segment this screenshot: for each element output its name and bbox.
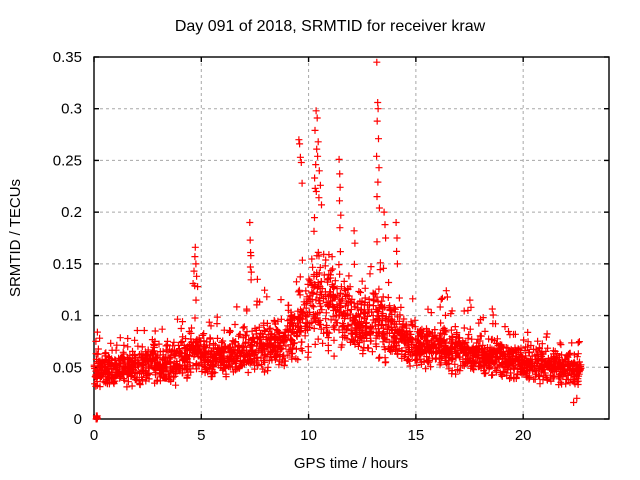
tick-labels: 0 5 10 15 20 0 0.05 0.1 0.15 0.2 0.25 0.3 0.35: [53, 49, 532, 444]
x-tick-label: 0: [90, 427, 98, 444]
srmtid-points-path: [90, 58, 585, 423]
y-tick-label: 0.1: [61, 308, 82, 325]
x-tick-label: 10: [300, 427, 317, 444]
y-tick-label: 0.3: [61, 101, 82, 118]
x-tick-label: 5: [197, 427, 205, 444]
y-tick-label: 0.05: [53, 359, 82, 376]
chart-title: Day 091 of 2018, SRMTID for receiver kra…: [175, 18, 486, 35]
y-tick-label: 0: [74, 411, 82, 428]
y-tick-label: 0.2: [61, 204, 82, 221]
plot-border-rect: [93, 56, 610, 420]
x-tick-label: 20: [515, 427, 532, 444]
plot-border: [93, 56, 610, 420]
x-tick-label: 15: [408, 427, 425, 444]
y-tick-label: 0.15: [53, 256, 82, 273]
y-tick-label: 0.35: [53, 49, 82, 66]
x-axis-label: GPS time / hours: [294, 455, 408, 472]
data-points: [90, 58, 585, 423]
y-axis-label: SRMTID / TECUs: [7, 179, 24, 297]
y-tick-label: 0.25: [53, 152, 82, 169]
